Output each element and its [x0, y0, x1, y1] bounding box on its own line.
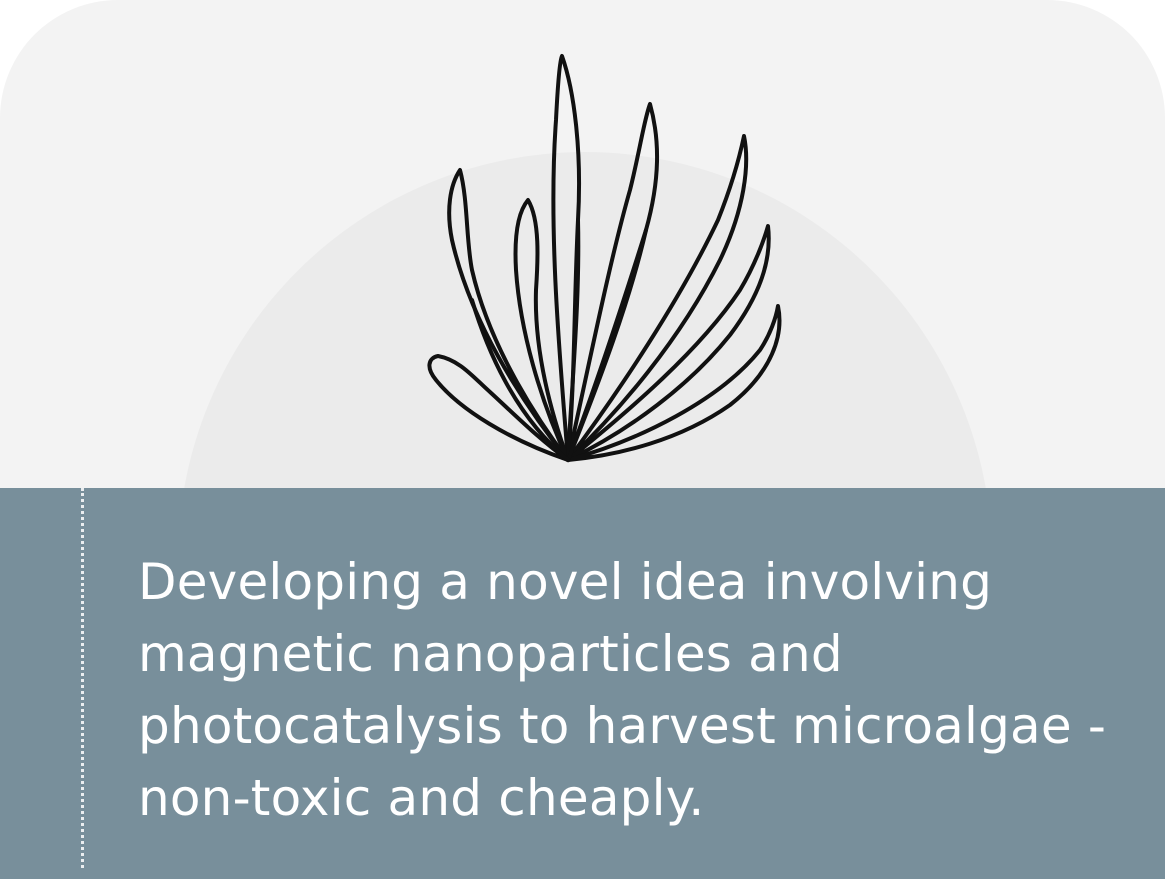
dotted-divider	[81, 488, 84, 868]
caption-text: Developing a novel idea involving magnet…	[138, 553, 1107, 827]
seaweed-icon	[427, 54, 782, 462]
illustration-area	[427, 54, 782, 462]
caption-panel: Developing a novel idea involving magnet…	[0, 488, 1165, 879]
